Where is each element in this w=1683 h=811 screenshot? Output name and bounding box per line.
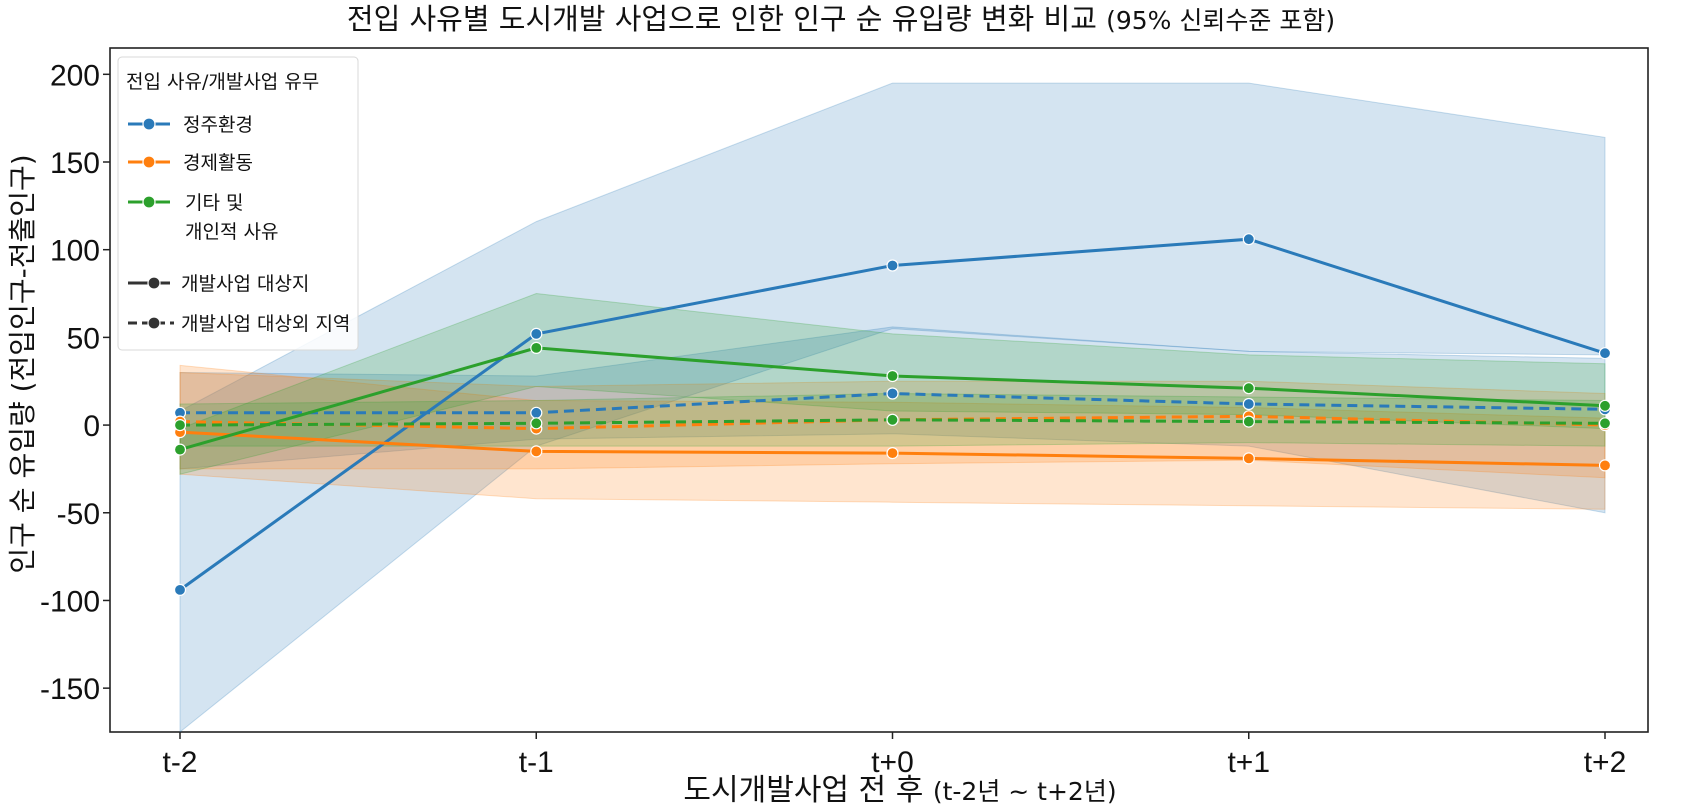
legend-marker-other	[142, 195, 156, 209]
x-tick-label: t+0	[871, 746, 914, 779]
x-tick-label: t-2	[162, 746, 197, 779]
legend-marker-economic	[142, 155, 156, 169]
data-point-2-4	[1598, 459, 1612, 472]
x-tick-label: t+1	[1227, 746, 1270, 779]
data-point-4-1	[530, 341, 543, 354]
x-tick-label: t-1	[519, 746, 554, 779]
legend-label-non-dev: 개발사업 대상외 지역	[181, 313, 350, 335]
x-axis: t-2 t-1 t+0 t+1 t+2	[162, 732, 1626, 779]
legend-marker-jeongju	[142, 117, 156, 131]
data-point-4-4	[1598, 399, 1612, 412]
data-point-2-2	[886, 447, 899, 460]
ci-band-2	[179, 364, 1606, 510]
legend-label-other: 기타 및	[185, 192, 243, 214]
data-point-5-1	[530, 417, 543, 430]
series-markers	[173, 233, 1612, 597]
y-tick-label: -150	[40, 673, 100, 706]
data-point-1-3	[1242, 397, 1255, 411]
x-tick-label: t+2	[1584, 746, 1627, 779]
y-tick-label: 150	[50, 147, 100, 180]
confidence-bands	[179, 82, 1606, 734]
data-point-2-3	[1242, 452, 1255, 465]
data-point-5-3	[1242, 415, 1255, 428]
y-tick-label: 200	[50, 59, 100, 92]
legend-box	[117, 56, 359, 351]
y-axis-label: 인구 순 유입량 (전입인구-전출인구)	[6, 154, 39, 573]
data-point-4-3	[1242, 382, 1255, 395]
data-point-1-1	[530, 406, 543, 419]
legend-label-jeongju: 정주환경	[183, 114, 253, 136]
y-tick-label: -50	[57, 498, 100, 531]
legend-label-other-line2: 개인적 사유	[185, 221, 278, 243]
x-axis-label: 도시개발사업 전 후 (t-2년 ~ t+2년)	[683, 773, 1116, 808]
legend-title: 전입 사유/개발사업 유무	[126, 71, 319, 93]
data-point-0-1	[530, 327, 543, 340]
plot-area	[109, 47, 1649, 733]
data-point-0-4	[1598, 347, 1612, 360]
y-tick-label: 0	[83, 410, 100, 443]
data-point-4-2	[886, 369, 899, 383]
data-point-5-0	[173, 419, 187, 432]
data-point-5-2	[886, 413, 899, 426]
legend-marker-dev-site	[147, 276, 161, 290]
y-tick-label: 100	[50, 235, 100, 268]
data-point-4-0	[173, 443, 187, 456]
y-tick-label: 50	[67, 322, 100, 355]
legend: 전입 사유/개발사업 유무 정주환경 경제활동 기타 및 개인적 사유 개발사업…	[117, 56, 359, 351]
data-point-5-4	[1598, 417, 1612, 430]
data-point-2-1	[530, 445, 543, 458]
data-point-0-2	[886, 259, 899, 272]
legend-label-economic: 경제활동	[183, 152, 253, 174]
data-point-1-2	[886, 387, 899, 400]
data-point-0-3	[1242, 233, 1255, 246]
y-tick-label: -100	[40, 585, 100, 618]
data-point-0-0	[173, 583, 187, 597]
y-axis: 200 150 100 50 0 -50 -100 -150	[40, 59, 110, 706]
legend-marker-non-dev	[147, 316, 161, 330]
chart-title: 전입 사유별 도시개발 사업으로 인한 인구 순 유입량 변화 비교 (95% …	[347, 2, 1335, 36]
legend-label-dev-site: 개발사업 대상지	[181, 273, 309, 295]
